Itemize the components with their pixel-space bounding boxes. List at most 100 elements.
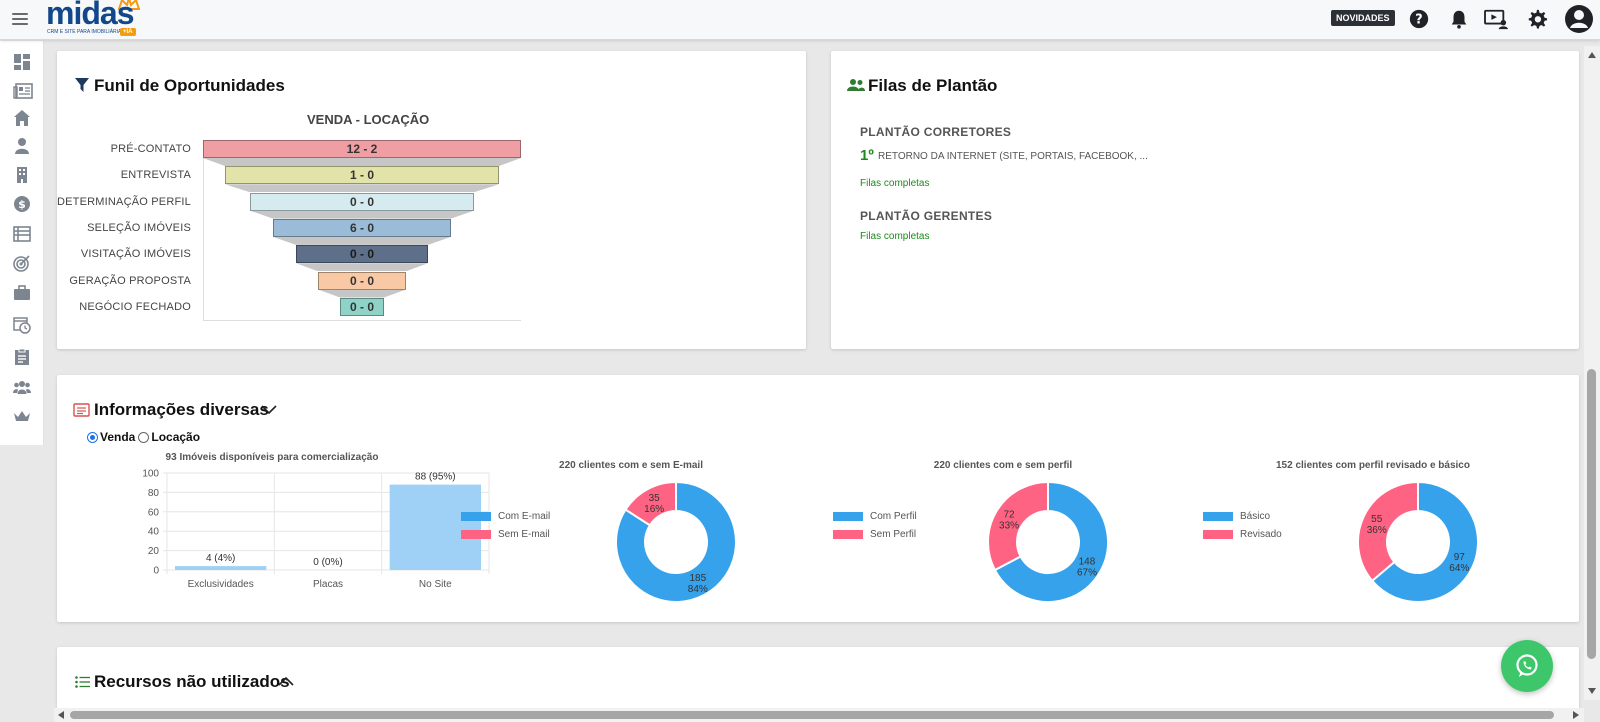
horizontal-scroll-thumb[interactable] [70, 711, 1554, 719]
y-tick-label: 60 [148, 507, 160, 518]
bar [175, 566, 267, 570]
legend-item[interactable]: Com E-mail [461, 511, 550, 522]
donut-slice[interactable] [1357, 480, 1419, 583]
slice-value-label: 97 [1454, 552, 1466, 563]
legend-item[interactable]: Sem E-mail [461, 529, 550, 540]
list-icon[interactable] [13, 225, 31, 243]
funnel-axis-line [203, 320, 521, 321]
bar-data-label: 88 (95%) [415, 472, 456, 483]
filas-completas-link[interactable]: Filas completas [860, 178, 930, 189]
y-tick-label: 0 [153, 566, 159, 577]
legend-label: Sem E-mail [498, 529, 550, 540]
briefcase-icon[interactable] [13, 284, 31, 302]
donut-slice[interactable] [1370, 480, 1479, 603]
slice-percent-label: 33% [999, 521, 1019, 532]
funnel-stage-label: PRÉ-CONTATO [110, 143, 191, 155]
slice-value-label: 72 [1003, 510, 1015, 521]
slice-value-label: 148 [1079, 556, 1096, 567]
report-icon[interactable] [13, 348, 31, 366]
expand-chevron-up-icon[interactable] [278, 676, 294, 686]
donut-slice[interactable] [993, 480, 1109, 603]
funnel-stage-label: GERAÇÃO PROPOSTA [69, 274, 191, 287]
newspaper-icon[interactable] [13, 82, 33, 100]
legend-item[interactable]: Revisado [1203, 529, 1282, 540]
funnel-connector [203, 158, 521, 166]
notifications-bell-icon[interactable] [1448, 8, 1470, 30]
user-account-icon[interactable] [1564, 4, 1594, 34]
donut-slice[interactable] [624, 480, 677, 527]
funnel-stage-bar[interactable]: 0 - 0 [340, 297, 384, 316]
legend-swatch [833, 530, 863, 539]
midas-logo[interactable]: midas CRM E SITE PARA IMOBILIÁRIA +IA [46, 0, 146, 40]
vertical-scroll-thumb[interactable] [1587, 369, 1596, 659]
slice-percent-label: 64% [1449, 563, 1469, 574]
funnel-stage-bar[interactable]: 0 - 0 [296, 245, 428, 264]
filas-completas-gerentes-link[interactable]: Filas completas [860, 231, 930, 242]
donut-slice[interactable] [987, 480, 1049, 572]
funnel-stage-bar[interactable]: 1 - 0 [225, 166, 499, 185]
dollar-icon[interactable]: $ [13, 195, 31, 213]
funnel-stage-bar[interactable]: 12 - 2 [203, 140, 521, 158]
scroll-right-arrow-icon[interactable] [1573, 711, 1579, 719]
recursos-card: Recursos não utilizados [57, 647, 1579, 717]
info-card: Informações diversas Venda Locação 93 Im… [57, 375, 1579, 622]
queue-name[interactable]: RETORNO DA INTERNET (SITE, PORTAIS, FACE… [878, 151, 1148, 162]
vertical-scrollbar[interactable] [1584, 46, 1600, 700]
bar [389, 484, 481, 570]
legend-swatch [833, 512, 863, 521]
calendar-clock-icon[interactable] [13, 316, 31, 334]
funnel-connector [296, 263, 428, 272]
filas-card: Filas de Plantão PLANTÃO CORRETORES 1º R… [831, 51, 1579, 349]
legend-label: Com E-mail [498, 511, 551, 522]
whatsapp-button[interactable] [1501, 640, 1553, 692]
radio-venda-label[interactable]: Venda [100, 430, 136, 444]
slice-value-label: 35 [649, 493, 661, 504]
scroll-up-arrow-icon[interactable] [1588, 52, 1596, 58]
filter-icon [75, 78, 89, 92]
slice-percent-label: 36% [1367, 525, 1387, 536]
sale-type-radio-group: Venda Locação [87, 430, 200, 444]
funnel-stage-bar[interactable]: 0 - 0 [318, 271, 406, 290]
radio-locacao-label[interactable]: Locação [151, 430, 201, 444]
funnel-stage-bar[interactable]: 6 - 0 [273, 218, 451, 237]
info-title: Informações diversas [94, 400, 269, 419]
collapse-chevron-down-icon[interactable] [261, 405, 277, 415]
scroll-left-arrow-icon[interactable] [58, 711, 64, 719]
news-icon [73, 403, 90, 417]
funnel-connector [273, 236, 451, 245]
radio-venda[interactable] [87, 431, 98, 443]
funnel-card: Funil de Oportunidades VENDA - LOCAÇÃO P… [57, 51, 806, 349]
radio-locacao[interactable] [138, 431, 150, 443]
legend-item[interactable]: Sem Perfil [833, 529, 916, 540]
y-tick-label: 20 [148, 546, 160, 557]
person-icon[interactable] [13, 137, 31, 155]
settings-gear-icon[interactable] [1526, 8, 1548, 30]
funnel-stage-label: NEGÓCIO FECHADO [79, 300, 191, 313]
logo-tagline: CRM E SITE PARA IMOBILIÁRIA [47, 29, 122, 35]
funnel-stage-bar[interactable]: 0 - 0 [250, 192, 474, 211]
svg-text:$: $ [18, 198, 26, 211]
legend-label: Sem Perfil [870, 529, 917, 540]
help-icon[interactable]: ? [1408, 8, 1430, 30]
dashboard-icon[interactable] [13, 53, 31, 71]
scroll-down-arrow-icon[interactable] [1588, 688, 1596, 694]
horizontal-scrollbar[interactable] [54, 708, 1584, 722]
novidades-button[interactable]: NOVIDADES [1331, 10, 1395, 26]
crown-icon[interactable] [13, 407, 31, 425]
target-icon[interactable] [13, 254, 31, 272]
building-icon[interactable] [13, 166, 31, 184]
legend-item[interactable]: Básico [1203, 511, 1270, 522]
team-icon[interactable] [13, 378, 31, 396]
whatsapp-icon [1516, 654, 1538, 677]
funnel-stage-label: ENTREVISTA [120, 169, 191, 182]
home-icon[interactable] [13, 109, 31, 127]
donut-slice[interactable] [615, 480, 737, 603]
menu-hamburger-icon[interactable] [12, 10, 28, 26]
funnel-axis-line [203, 140, 204, 320]
bar-data-label: 4 (4%) [206, 553, 235, 564]
legend-item[interactable]: Com Perfil [833, 511, 917, 522]
funnel-title: Funil de Oportunidades [94, 76, 285, 95]
bar-chart-title: 93 Imóveis disponíveis para comercializa… [165, 452, 379, 463]
slice-value-label: 55 [1371, 514, 1383, 525]
video-tutorials-icon[interactable] [1483, 8, 1509, 30]
